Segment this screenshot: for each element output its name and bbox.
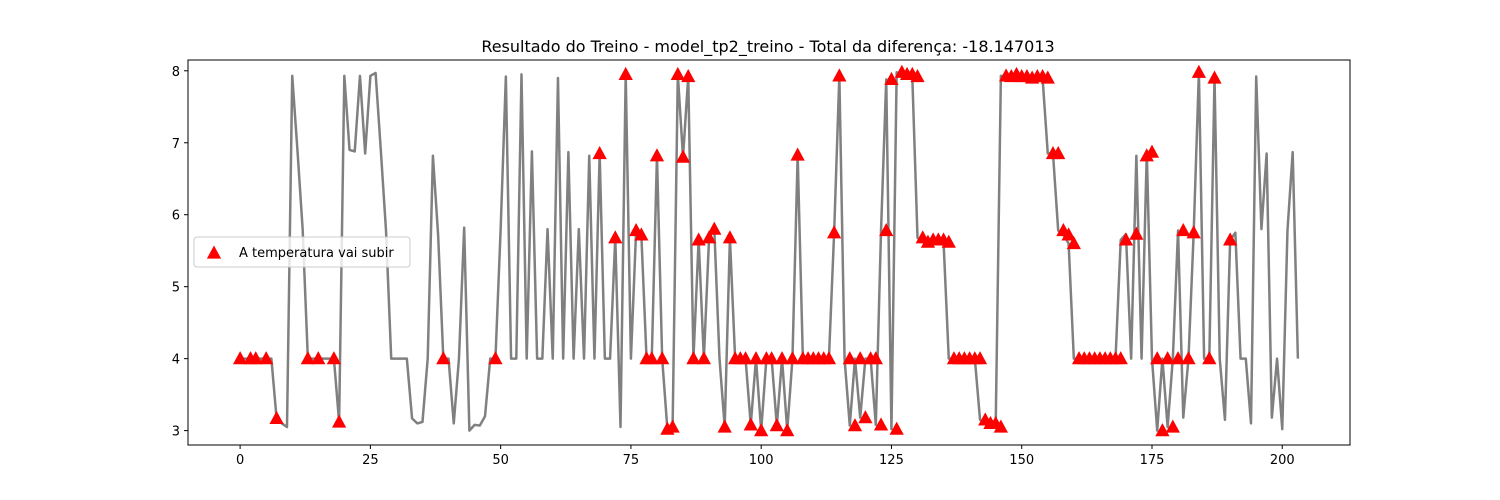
marker-triangle <box>1118 232 1134 246</box>
marker-triangle <box>1040 70 1055 84</box>
marker-triangle <box>1186 225 1201 239</box>
marker-triangle <box>608 230 623 244</box>
marker-triangle <box>655 351 670 365</box>
marker-triangle <box>1144 144 1160 158</box>
y-tick-label: 7 <box>172 137 180 152</box>
marker-triangle <box>1165 419 1180 433</box>
marker-triangle <box>269 410 284 424</box>
marker-triangle <box>259 351 274 365</box>
marker-triangle <box>972 351 988 365</box>
marker-triangle <box>311 351 326 365</box>
marker-triangle <box>738 351 753 365</box>
marker-triangle <box>707 221 722 235</box>
marker-triangle <box>1160 351 1175 365</box>
marker-triangle <box>665 419 680 433</box>
marker-triangle <box>1051 146 1066 160</box>
legend: A temperatura vai subir <box>193 236 411 268</box>
marker-triangle <box>827 225 842 239</box>
marker-triangle <box>722 230 738 244</box>
marker-triangle <box>696 351 711 365</box>
x-tick-label: 25 <box>362 453 379 468</box>
marker-triangle <box>1113 351 1128 365</box>
x-tick-label: 0 <box>236 453 244 468</box>
marker-triangle <box>785 351 800 365</box>
x-tick-label: 50 <box>492 453 509 468</box>
marker-triangle <box>670 66 685 81</box>
y-tick-label: 6 <box>172 209 180 224</box>
marker-triangle <box>743 417 758 431</box>
marker-triangle <box>821 351 837 365</box>
marker-triangle <box>232 351 248 365</box>
marker-triangle <box>884 71 899 86</box>
marker-triangle <box>592 146 607 160</box>
marker-triangle <box>764 351 779 365</box>
marker-triangle <box>300 351 315 365</box>
axes: 0 25 50 75 100 125 150 175 200 3 4 5 6 7 8 <box>172 59 1351 468</box>
marker-triangle <box>701 230 717 244</box>
marker-triangle <box>1176 223 1191 237</box>
marker-triangle <box>717 419 732 433</box>
marker-triangle <box>691 232 706 246</box>
marker-triangle <box>649 148 665 162</box>
axes-frame <box>187 59 1351 446</box>
x-tick-label: 125 <box>879 453 904 468</box>
marker-triangle <box>1155 423 1170 437</box>
legend-marker-triangle <box>206 245 222 259</box>
x-tick-label: 75 <box>623 453 640 468</box>
y-tick-label: 3 <box>172 425 180 440</box>
marker-triangle <box>910 69 925 83</box>
x-tick-label: 175 <box>1140 453 1165 468</box>
marker-triangle <box>675 149 691 163</box>
marker-triangle <box>858 410 873 424</box>
marker-triangle <box>842 351 857 365</box>
marker-triangle <box>748 351 764 365</box>
marker-triangle <box>1170 351 1186 365</box>
marker-triangle <box>1191 64 1207 78</box>
chart-title: Resultado do Treino - model_tp2_treino -… <box>481 37 1054 57</box>
marker-triangle <box>634 227 649 241</box>
marker-triangle <box>1129 226 1144 240</box>
x-tick-label: 150 <box>1009 453 1034 468</box>
marker-triangle <box>1181 351 1196 365</box>
marker-triangle <box>644 351 659 365</box>
legend-label: A temperatura vai subir <box>239 246 394 261</box>
plot-area <box>232 64 1300 437</box>
marker-triangle <box>1150 351 1165 365</box>
y-tick-label: 8 <box>172 65 180 80</box>
marker-triangle <box>754 423 769 437</box>
marker-triangle <box>889 421 904 435</box>
marker-triangle <box>326 351 342 365</box>
marker-triangle <box>488 351 503 365</box>
marker-triangle <box>774 351 790 365</box>
marker-triangle <box>248 351 263 365</box>
x-tick-label: 100 <box>749 453 774 468</box>
y-tick-label: 4 <box>172 353 180 368</box>
marker-triangle <box>941 234 956 248</box>
marker-triangle <box>832 68 847 82</box>
marker-triangle <box>681 69 696 83</box>
y-tick-label: 5 <box>172 281 180 296</box>
marker-triangle <box>769 418 784 432</box>
marker-triangle <box>993 419 1009 433</box>
marker-triangle <box>1066 236 1081 250</box>
marker-triangle <box>790 147 805 161</box>
marker-triangle <box>436 351 451 365</box>
marker-triangle <box>853 351 868 365</box>
marker-triangle <box>1202 351 1217 365</box>
marker-triangle <box>1061 227 1076 241</box>
legend-box <box>193 236 411 268</box>
marker-triangle <box>868 351 883 365</box>
marker-triangle <box>780 423 795 437</box>
x-tick-label: 200 <box>1270 453 1295 468</box>
marker-triangle <box>847 418 863 432</box>
marker-triangle <box>873 417 889 431</box>
marker-triangle <box>686 351 701 365</box>
marker-triangle <box>879 223 894 237</box>
marker-triangle <box>1207 70 1222 84</box>
marker-triangle <box>618 66 633 81</box>
marker-triangle <box>331 414 347 428</box>
marker-triangle <box>1223 232 1238 246</box>
